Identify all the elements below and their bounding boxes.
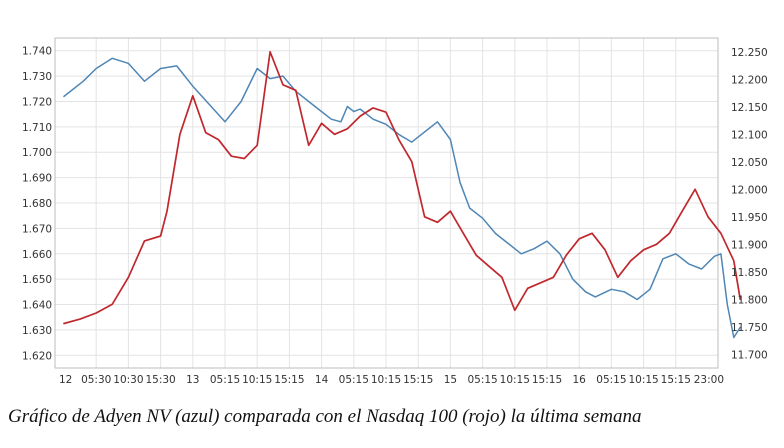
right-tick-label: 11.700 [731, 349, 768, 361]
series-layer [63, 50, 742, 339]
x-tick-label: 10:15 [628, 374, 658, 386]
right-tick-label: 12.250 [731, 47, 768, 59]
left-axis-ticks: 1.620 1.630 1.640 1.650 1.660 1.670 1.680 1.690… [22, 46, 52, 363]
left-tick-label: 1.660 [22, 249, 52, 261]
right-tick-label: 11.900 [731, 239, 768, 251]
left-tick-label: 1.740 [22, 46, 52, 58]
right-axis-ticks: 11.700 11.750 11.800 11.850 11.900 11.950 12.0… [731, 47, 768, 362]
x-tick-label: 16 [573, 374, 587, 386]
right-tick-label: 12.150 [731, 102, 768, 114]
right-tick-label: 12.200 [731, 74, 768, 86]
x-tick-label: 10:15 [500, 374, 530, 386]
left-tick-label: 1.680 [22, 198, 52, 210]
left-tick-label: 1.690 [22, 173, 52, 185]
x-tick-label: 05:15 [210, 374, 240, 386]
left-tick-label: 1.730 [22, 71, 52, 83]
left-tick-label: 1.700 [22, 147, 52, 159]
series-line-right [63, 50, 742, 325]
left-tick-label: 1.710 [22, 122, 52, 134]
x-tick-label: 10:30 [113, 374, 143, 386]
x-axis-ticks: 12 05:30 10:30 15:30 13 05:15 10:15 15:15 14 05:1… [59, 374, 724, 386]
left-tick-label: 1.650 [22, 274, 52, 286]
right-tick-label: 11.800 [731, 294, 768, 306]
right-tick-label: 12.000 [731, 184, 768, 196]
x-tick-label: 15:15 [532, 374, 562, 386]
left-tick-label: 1.640 [22, 300, 52, 312]
x-tick-label: 05:15 [467, 374, 497, 386]
right-tick-label: 11.850 [731, 267, 768, 279]
x-tick-label: 05:15 [596, 374, 626, 386]
x-tick-label: 13 [186, 374, 199, 386]
x-tick-label: 14 [315, 374, 329, 386]
x-tick-label: 15:15 [403, 374, 433, 386]
left-tick-label: 1.720 [22, 96, 52, 108]
x-tick-label: 05:30 [81, 374, 111, 386]
left-tick-label: 1.620 [22, 350, 52, 362]
x-tick-label: 15:15 [661, 374, 691, 386]
x-tick-label: 23:00 [694, 374, 724, 386]
right-tick-label: 12.050 [731, 157, 768, 169]
x-tick-label: 10:15 [371, 374, 401, 386]
x-tick-label: 15:30 [145, 374, 175, 386]
left-tick-label: 1.630 [22, 325, 52, 337]
right-tick-label: 12.100 [731, 129, 768, 141]
x-tick-label: 15 [444, 374, 457, 386]
chart: 1.620 1.630 1.640 1.650 1.660 1.670 1.680 1.690… [22, 37, 768, 386]
right-tick-label: 11.750 [731, 322, 768, 334]
x-tick-label: 10:15 [242, 374, 272, 386]
x-tick-label: 12 [59, 374, 72, 386]
x-tick-label: 15:15 [274, 374, 304, 386]
x-tick-label: 05:15 [339, 374, 369, 386]
left-tick-label: 1.670 [22, 223, 52, 235]
plot-frame [54, 37, 719, 369]
grid [55, 38, 718, 368]
right-tick-label: 11.950 [731, 212, 768, 224]
series-line-left [63, 57, 741, 339]
chart-caption: Gráfico de Adyen NV (azul) comparada con… [8, 406, 642, 427]
